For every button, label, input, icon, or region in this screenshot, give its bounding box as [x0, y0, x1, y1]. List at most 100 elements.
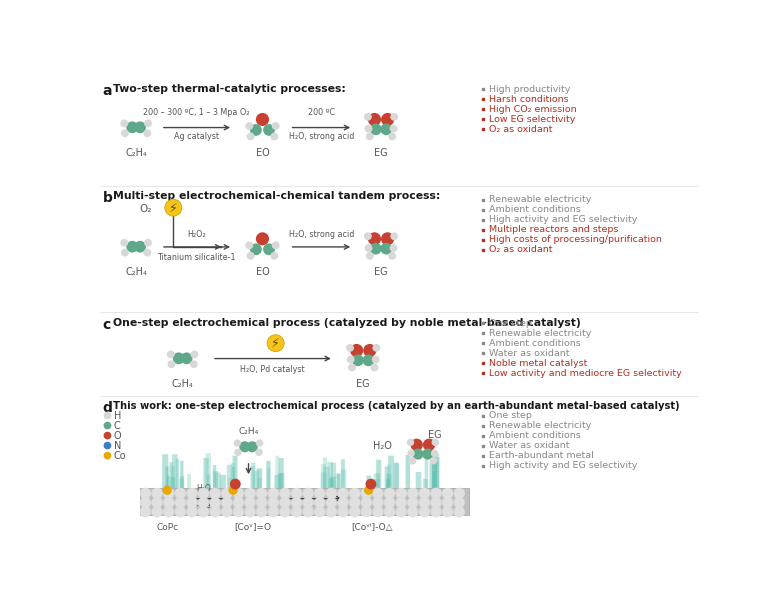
- Text: 200 – 300 ºC, 1 – 3 Mpa O₂: 200 – 300 ºC, 1 – 3 Mpa O₂: [143, 108, 250, 117]
- Circle shape: [181, 352, 192, 364]
- Circle shape: [272, 242, 280, 249]
- FancyBboxPatch shape: [376, 460, 381, 488]
- FancyBboxPatch shape: [179, 478, 184, 488]
- Text: Low EG selectivity: Low EG selectivity: [488, 115, 575, 124]
- FancyBboxPatch shape: [258, 478, 262, 488]
- Circle shape: [407, 439, 414, 446]
- Circle shape: [396, 497, 407, 508]
- Circle shape: [349, 507, 360, 517]
- Text: Renewable electricity: Renewable electricity: [488, 195, 591, 204]
- Text: c: c: [103, 318, 111, 332]
- Circle shape: [186, 497, 197, 508]
- FancyBboxPatch shape: [434, 454, 439, 488]
- Circle shape: [245, 488, 256, 499]
- Circle shape: [167, 360, 175, 368]
- Circle shape: [250, 243, 262, 255]
- FancyBboxPatch shape: [180, 461, 184, 488]
- Circle shape: [326, 497, 337, 508]
- Circle shape: [210, 507, 220, 517]
- Circle shape: [384, 488, 395, 499]
- Circle shape: [430, 457, 437, 465]
- Circle shape: [337, 497, 348, 508]
- Circle shape: [104, 422, 111, 429]
- Circle shape: [315, 497, 325, 508]
- Circle shape: [144, 120, 152, 127]
- Circle shape: [134, 241, 146, 252]
- Circle shape: [104, 432, 111, 439]
- Circle shape: [388, 133, 397, 141]
- Circle shape: [347, 356, 354, 364]
- Circle shape: [454, 488, 465, 499]
- Circle shape: [361, 507, 372, 517]
- Circle shape: [407, 497, 418, 508]
- Circle shape: [268, 488, 279, 499]
- FancyBboxPatch shape: [416, 472, 421, 488]
- Circle shape: [163, 486, 172, 495]
- Circle shape: [280, 507, 291, 517]
- Text: a: a: [103, 84, 112, 98]
- Text: Co: Co: [114, 451, 126, 460]
- Text: Noble metal catalyst: Noble metal catalyst: [488, 359, 587, 368]
- Circle shape: [164, 507, 174, 517]
- FancyBboxPatch shape: [366, 475, 371, 488]
- FancyBboxPatch shape: [385, 466, 389, 488]
- Circle shape: [272, 122, 280, 130]
- FancyBboxPatch shape: [429, 462, 435, 488]
- Circle shape: [164, 488, 174, 499]
- Circle shape: [368, 113, 381, 126]
- Text: Water as oxidant: Water as oxidant: [488, 441, 569, 450]
- Text: d: d: [103, 401, 113, 415]
- Circle shape: [134, 121, 146, 133]
- Circle shape: [396, 488, 407, 499]
- Circle shape: [380, 123, 392, 135]
- Circle shape: [173, 352, 185, 364]
- FancyBboxPatch shape: [435, 457, 439, 488]
- FancyBboxPatch shape: [180, 476, 184, 488]
- Circle shape: [442, 507, 453, 517]
- Text: EO: EO: [256, 267, 270, 277]
- FancyBboxPatch shape: [329, 479, 333, 488]
- Text: O₂ as oxidant: O₂ as oxidant: [488, 124, 552, 133]
- Circle shape: [164, 497, 174, 508]
- FancyBboxPatch shape: [321, 472, 326, 488]
- Text: Titanium silicalite-1: Titanium silicalite-1: [157, 253, 236, 262]
- Circle shape: [190, 360, 198, 368]
- FancyBboxPatch shape: [267, 468, 270, 488]
- Circle shape: [432, 439, 439, 446]
- Circle shape: [384, 507, 395, 517]
- FancyBboxPatch shape: [213, 471, 218, 488]
- Circle shape: [409, 457, 416, 465]
- FancyBboxPatch shape: [213, 465, 217, 488]
- FancyBboxPatch shape: [327, 462, 333, 488]
- FancyBboxPatch shape: [321, 464, 326, 488]
- Text: This work: one-step electrochemical process (catalyzed by an earth-abundant meta: This work: one-step electrochemical proc…: [113, 401, 679, 411]
- Circle shape: [390, 125, 397, 133]
- Circle shape: [365, 478, 376, 489]
- Text: EO: EO: [256, 148, 270, 157]
- Circle shape: [268, 507, 279, 517]
- FancyBboxPatch shape: [374, 473, 380, 488]
- Circle shape: [303, 507, 314, 517]
- Circle shape: [120, 120, 129, 127]
- Circle shape: [411, 439, 423, 451]
- FancyBboxPatch shape: [425, 453, 428, 488]
- Circle shape: [233, 507, 244, 517]
- Circle shape: [126, 241, 138, 252]
- Text: H₂O: H₂O: [196, 484, 211, 493]
- Circle shape: [210, 497, 220, 508]
- Circle shape: [239, 441, 250, 453]
- FancyBboxPatch shape: [275, 456, 280, 488]
- Circle shape: [372, 488, 383, 499]
- Circle shape: [245, 497, 256, 508]
- FancyBboxPatch shape: [162, 454, 168, 488]
- Circle shape: [370, 243, 382, 255]
- Circle shape: [349, 497, 360, 508]
- Circle shape: [140, 507, 151, 517]
- FancyBboxPatch shape: [323, 466, 330, 488]
- Circle shape: [442, 497, 453, 508]
- Circle shape: [370, 123, 382, 135]
- Circle shape: [390, 244, 397, 252]
- FancyBboxPatch shape: [165, 466, 168, 488]
- Circle shape: [372, 344, 380, 352]
- Text: EG: EG: [374, 148, 388, 157]
